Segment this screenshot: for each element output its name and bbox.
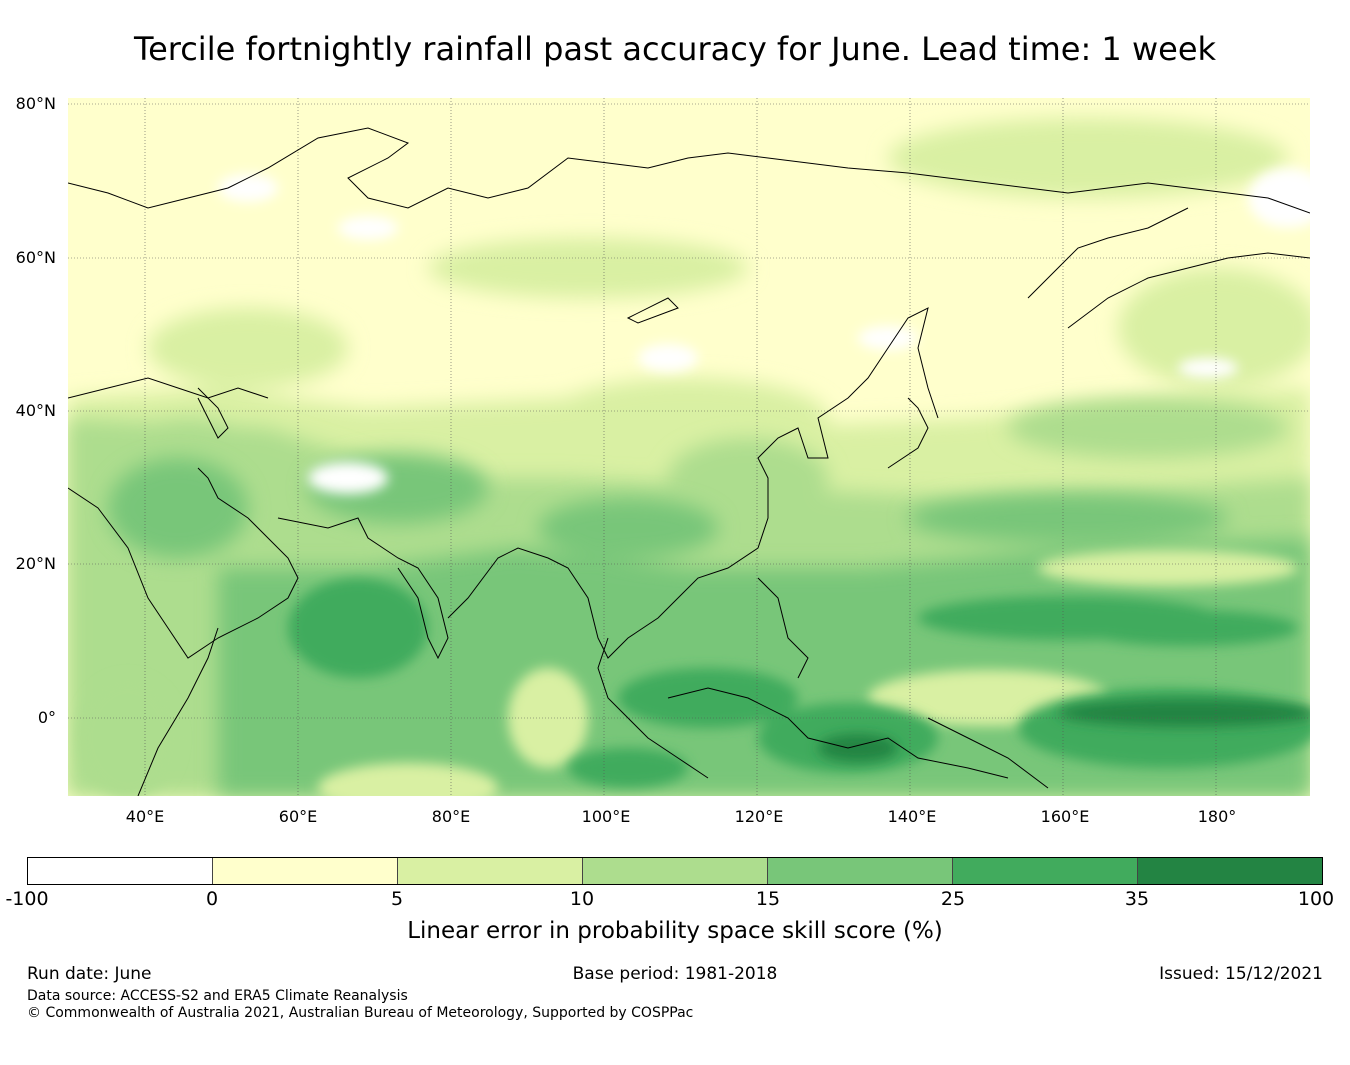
colorbar-tick-label: 35 bbox=[1124, 888, 1150, 910]
copyright-notice: © Commonwealth of Australia 2021, Austra… bbox=[27, 1005, 694, 1021]
colorbar-tick-label: 5 bbox=[390, 888, 404, 910]
colorbar-segment-10-15 bbox=[583, 858, 768, 884]
lon-label-140e: 140°E bbox=[887, 807, 937, 826]
lon-label-160e: 160°E bbox=[1040, 807, 1090, 826]
data-source: Data source: ACCESS-S2 and ERA5 Climate … bbox=[27, 988, 408, 1004]
lat-label-80n: 80°N bbox=[15, 94, 56, 113]
lat-label-60n: 60°N bbox=[15, 248, 56, 267]
lat-label-20n: 20°N bbox=[15, 554, 56, 573]
colorbar bbox=[27, 857, 1323, 885]
lon-label-60e: 60°E bbox=[278, 807, 318, 826]
colorbar-segment-35-100 bbox=[1138, 858, 1322, 884]
skill-score-map bbox=[68, 98, 1310, 796]
lon-label-100e: 100°E bbox=[581, 807, 631, 826]
colorbar-segment-25-35 bbox=[953, 858, 1138, 884]
run-date: Run date: June bbox=[27, 964, 152, 984]
colorbar-segment-5-10 bbox=[398, 858, 583, 884]
map-title: Tercile fortnightly rainfall past accura… bbox=[133, 30, 1217, 68]
lat-label-equator: 0° bbox=[37, 708, 56, 727]
base-period: Base period: 1981-2018 bbox=[572, 964, 778, 984]
lon-label-80e: 80°E bbox=[431, 807, 471, 826]
lon-label-40e: 40°E bbox=[125, 807, 165, 826]
colorbar-segment-neg100-0 bbox=[28, 858, 213, 884]
colorbar-title: Linear error in probability space skill … bbox=[407, 918, 943, 944]
colorbar-tick-label: 25 bbox=[940, 888, 966, 910]
coastlines bbox=[68, 127, 1310, 796]
lat-label-40n: 40°N bbox=[15, 401, 56, 420]
colorbar-tick-label: 15 bbox=[755, 888, 781, 910]
colorbar-tick-label: 10 bbox=[569, 888, 595, 910]
colorbar-tick-label: -100 bbox=[5, 888, 49, 910]
colorbar-segment-0-5 bbox=[213, 858, 398, 884]
map-canvas bbox=[68, 98, 1310, 796]
issued-date: Issued: 15/12/2021 bbox=[1159, 964, 1323, 984]
colorbar-segment-15-25 bbox=[768, 858, 953, 884]
skill-band-negative bbox=[218, 168, 1310, 494]
colorbar-tick-label: 100 bbox=[1297, 888, 1335, 910]
graticule bbox=[68, 98, 1310, 796]
lon-label-120e: 120°E bbox=[734, 807, 784, 826]
colorbar-tick-label: 0 bbox=[205, 888, 219, 910]
lon-label-180: 180° bbox=[1197, 807, 1237, 826]
